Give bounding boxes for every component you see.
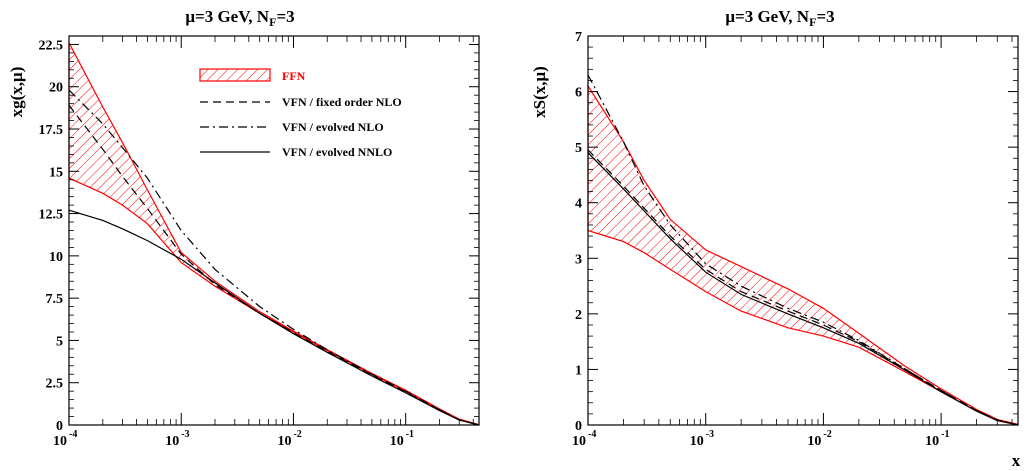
x-axis-label: x: [1012, 451, 1021, 470]
legend: FFN VFN / fixed order NLO VFN / evolved NL…: [199, 68, 402, 159]
x-tick-label: 10: [53, 434, 67, 449]
y-tick-label: 17.5: [39, 123, 64, 138]
chart-title: μ=3 GeV, NF=3: [725, 7, 834, 29]
series-line-dashdot: [68, 89, 480, 426]
x-tick-exponent: -2: [823, 429, 831, 440]
y-tick-label: 20: [49, 81, 63, 96]
series-line-dashed: [587, 149, 1019, 426]
y-tick-label: 3: [575, 252, 582, 267]
x-tick-exponent: -2: [293, 429, 301, 440]
y-tick-label: 22.5: [39, 38, 64, 53]
y-tick-label: 7.5: [46, 292, 64, 307]
legend-swatch-ffn: [199, 68, 271, 82]
series-line-solid: [68, 209, 480, 426]
legend-label-solid: VFN / evolved NNLO: [282, 145, 392, 159]
y-tick-label: 5: [56, 334, 63, 349]
y-tick-label: 1: [575, 363, 582, 378]
x-tick-label: 10: [390, 434, 404, 449]
y-tick-label: 6: [575, 86, 582, 101]
x-tick-label: 10: [277, 434, 291, 449]
x-tick-exponent: -3: [181, 429, 189, 440]
legend-label-dashdot: VFN / evolved NLO: [282, 120, 384, 134]
series-line-dashdot: [587, 74, 1019, 426]
x-tick-exponent: -1: [941, 429, 949, 440]
plot-frame: [587, 35, 1019, 426]
plot-frame: [68, 35, 480, 426]
series-line-solid: [587, 152, 1019, 426]
series-line-dashed: [68, 104, 480, 426]
y-tick-label: 0: [56, 419, 63, 434]
chart-title-tail: =3: [276, 7, 294, 26]
panel-left: μ=3 GeV, NF=3 xg(x,μ) 0 2.5 5 7.5 10 12.5 15 17.5…: [7, 7, 480, 449]
ffn-band: [68, 42, 480, 426]
x-tick-exponent: -4: [588, 429, 596, 440]
y-tick-label: 0: [575, 419, 582, 434]
y-tick-label: 15: [49, 165, 63, 180]
chart-title-main: μ=3 GeV, N: [185, 7, 269, 26]
legend-label-ffn: FFN: [282, 69, 306, 83]
x-tick-exponent: -1: [406, 429, 414, 440]
y-tick-label: 5: [575, 141, 582, 156]
y-tick-label: 10: [49, 250, 63, 265]
y-tick-label: 2: [575, 308, 582, 323]
y-tick-label: 2.5: [46, 377, 64, 392]
ffn-band: [587, 83, 1019, 426]
x-tick-exponent: -4: [69, 429, 77, 440]
x-tick-label: 10: [807, 434, 821, 449]
x-tick-label: 10: [690, 434, 704, 449]
chart-title: μ=3 GeV, NF=3: [185, 7, 294, 29]
y-tick-label: 7: [575, 30, 582, 45]
x-tick-label: 10: [572, 434, 586, 449]
y-axis-label: xg(x,μ): [7, 67, 26, 118]
chart-title-main: μ=3 GeV, N: [725, 7, 809, 26]
x-tick-label: 10: [925, 434, 939, 449]
chart-title-subscript: F: [269, 15, 276, 29]
chart-title-tail: =3: [816, 7, 834, 26]
y-tick-label: 4: [575, 197, 582, 212]
legend-label-dashed: VFN / fixed order NLO: [282, 95, 402, 109]
y-axis-label: xS(x,μ): [530, 66, 549, 118]
y-tick-label: 12.5: [39, 208, 64, 223]
x-tick-exponent: -3: [706, 429, 714, 440]
x-tick-label: 10: [165, 434, 179, 449]
chart-title-subscript: F: [809, 15, 816, 29]
